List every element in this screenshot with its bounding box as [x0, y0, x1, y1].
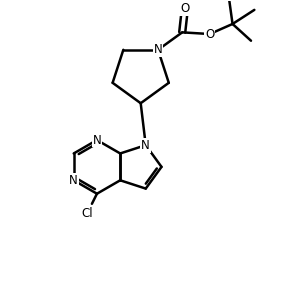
Text: O: O [205, 27, 214, 41]
Text: O: O [180, 2, 189, 15]
Text: N: N [154, 43, 162, 56]
Text: N: N [141, 139, 150, 152]
Text: N: N [93, 134, 101, 146]
Text: Cl: Cl [81, 207, 93, 220]
Text: N: N [69, 174, 78, 187]
